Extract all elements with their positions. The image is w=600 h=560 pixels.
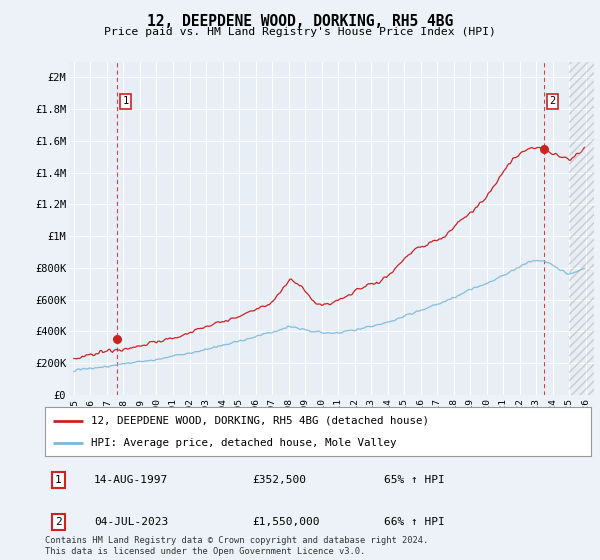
Text: 12, DEEPDENE WOOD, DORKING, RH5 4BG (detached house): 12, DEEPDENE WOOD, DORKING, RH5 4BG (det… [91,416,430,426]
Text: 1: 1 [122,96,128,106]
Text: 2: 2 [550,96,556,106]
Text: HPI: Average price, detached house, Mole Valley: HPI: Average price, detached house, Mole… [91,437,397,447]
Text: 2: 2 [55,517,62,526]
Text: £1,550,000: £1,550,000 [253,517,320,526]
Text: £352,500: £352,500 [253,475,307,484]
Text: 65% ↑ HPI: 65% ↑ HPI [383,475,444,484]
Text: 1: 1 [55,475,62,484]
Text: Contains HM Land Registry data © Crown copyright and database right 2024.
This d: Contains HM Land Registry data © Crown c… [45,536,428,556]
Text: 04-JUL-2023: 04-JUL-2023 [94,517,169,526]
Text: 66% ↑ HPI: 66% ↑ HPI [383,517,444,526]
Text: 12, DEEPDENE WOOD, DORKING, RH5 4BG: 12, DEEPDENE WOOD, DORKING, RH5 4BG [147,14,453,29]
Text: 14-AUG-1997: 14-AUG-1997 [94,475,169,484]
Text: Price paid vs. HM Land Registry's House Price Index (HPI): Price paid vs. HM Land Registry's House … [104,27,496,37]
Bar [569,62,600,395]
